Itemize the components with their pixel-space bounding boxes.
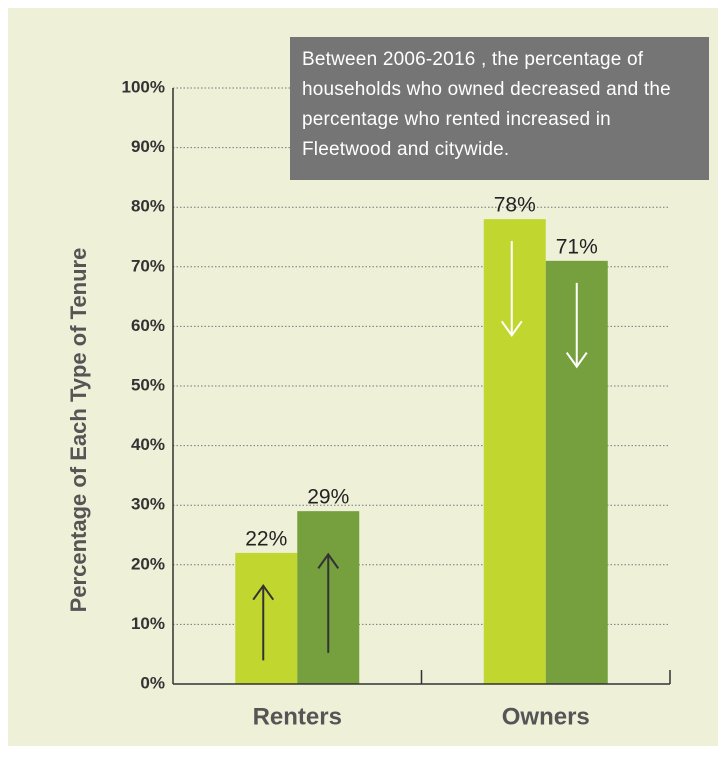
arrow-part [565, 352, 588, 369]
y-tick-label: 60% [131, 316, 165, 335]
value-label: 29% [307, 486, 349, 509]
value-label: 22% [245, 527, 287, 550]
x-tick-label: Renters [253, 703, 342, 730]
y-tick-label: 70% [131, 256, 165, 275]
value-label: 78% [494, 194, 536, 217]
bar [235, 552, 298, 684]
trend-arrow [252, 583, 275, 661]
y-tick-label: 40% [131, 435, 165, 454]
y-tick-label: 30% [131, 495, 165, 514]
arrow-part [252, 583, 275, 601]
y-tick-label: 90% [131, 137, 165, 156]
y-tick-label: 0% [140, 673, 165, 692]
bar [483, 219, 546, 684]
y-axis-label: Percentage of Each Type of Tenure [66, 248, 91, 613]
y-tick-label: 10% [131, 614, 165, 633]
x-tick-label: Owners [502, 703, 590, 730]
y-tick-label: 100% [122, 77, 165, 96]
trend-arrow [565, 282, 588, 369]
arrow-part [500, 320, 523, 338]
y-tick-label: 20% [131, 554, 165, 573]
y-tick-label: 50% [131, 375, 165, 394]
y-tick-label: 80% [131, 197, 165, 216]
trend-arrow [500, 241, 523, 338]
arrow-part [317, 552, 340, 569]
trend-arrow [317, 552, 340, 653]
value-label: 71% [556, 235, 598, 258]
annotation: Between 2006-2016 , the percentage of ho… [290, 37, 709, 180]
